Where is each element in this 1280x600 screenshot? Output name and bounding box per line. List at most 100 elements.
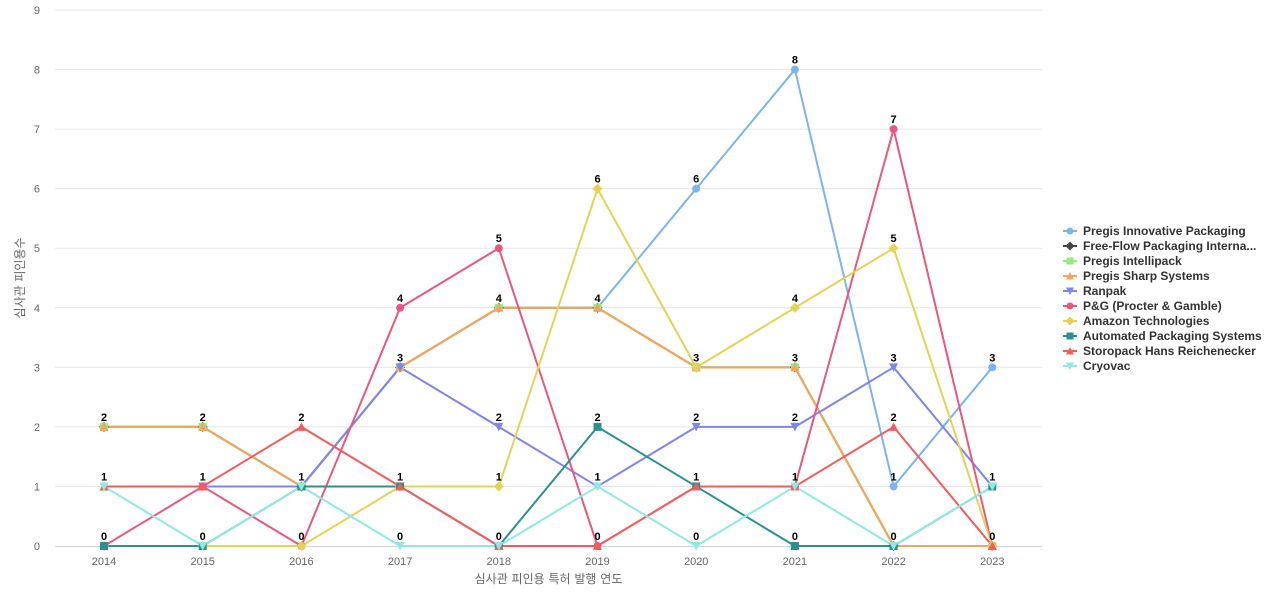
legend-item[interactable]: Pregis Intellipack — [1063, 254, 1182, 268]
data-label: 1 — [496, 471, 502, 483]
data-label: 2 — [101, 412, 107, 424]
series-markers — [99, 65, 998, 551]
data-label: 2 — [298, 412, 304, 424]
x-tick-label: 2015 — [190, 556, 214, 568]
legend-label: Free-Flow Packaging Interna... — [1083, 239, 1256, 253]
data-point — [691, 422, 701, 432]
data-point — [987, 541, 997, 550]
y-tick-label: 4 — [34, 303, 40, 315]
x-tick-label: 2018 — [487, 556, 511, 568]
legend-marker — [1066, 332, 1074, 340]
data-point — [296, 422, 306, 431]
data-point — [790, 482, 800, 491]
legend-marker — [1066, 362, 1074, 370]
legend-marker — [1066, 302, 1074, 310]
legend-marker — [1066, 347, 1074, 355]
legend-marker — [1066, 227, 1074, 235]
data-point — [396, 303, 405, 312]
data-label: 8 — [792, 55, 798, 67]
x-axis-title: 심사관 피인용 특허 발행 연도 — [475, 571, 623, 586]
data-label: 0 — [496, 531, 502, 543]
legend-label: Automated Packaging Systems — [1083, 329, 1262, 343]
data-label: 7 — [891, 114, 897, 126]
data-point — [790, 65, 799, 74]
x-tick-label: 2017 — [388, 556, 412, 568]
data-point — [888, 243, 899, 254]
data-label: 0 — [101, 531, 107, 543]
x-axis-ticks: 2014 2015 2016 2017 2018 2019 2020 2021 2022 2023 — [92, 556, 1005, 568]
data-point — [593, 303, 602, 312]
y-tick-label: 5 — [34, 243, 40, 255]
data-point — [198, 422, 208, 431]
x-tick-label: 2016 — [289, 556, 313, 568]
legend-label: Cryovac — [1083, 359, 1131, 373]
data-label: 2 — [693, 412, 699, 424]
x-tick-label: 2022 — [881, 556, 905, 568]
x-tick-label: 2014 — [92, 556, 116, 568]
data-label: 1 — [298, 471, 304, 483]
data-label: 2 — [496, 412, 502, 424]
legend-item[interactable]: P&G (Procter & Gamble) — [1063, 299, 1222, 313]
data-point — [100, 542, 108, 550]
y-tick-label: 3 — [34, 362, 40, 374]
data-label: 3 — [397, 352, 403, 364]
x-tick-label: 2019 — [585, 556, 609, 568]
data-label: 6 — [693, 174, 699, 186]
legend-label: Pregis Sharp Systems — [1083, 269, 1210, 283]
data-point — [691, 362, 702, 373]
data-label: 0 — [298, 531, 304, 543]
legend-item[interactable]: Pregis Innovative Packaging — [1063, 224, 1246, 238]
data-point — [889, 542, 899, 551]
legend-label: Pregis Intellipack — [1083, 254, 1182, 268]
data-point — [493, 481, 504, 492]
legend-label: P&G (Procter & Gamble) — [1083, 299, 1222, 313]
series-line — [103, 68, 994, 488]
data-label: 6 — [594, 174, 600, 186]
data-point — [99, 422, 109, 431]
data-label: 4 — [397, 293, 404, 305]
data-point — [790, 542, 799, 550]
legend-item[interactable]: Automated Packaging Systems — [1063, 329, 1262, 343]
legend-item[interactable]: Storopack Hans Reichenecker — [1063, 344, 1256, 358]
legend-item[interactable]: Amazon Technologies — [1063, 314, 1210, 328]
data-point — [889, 363, 899, 372]
data-label: 0 — [397, 531, 403, 543]
data-point — [494, 422, 504, 432]
data-label: 4 — [792, 293, 799, 305]
data-label: 0 — [594, 531, 600, 543]
data-point — [593, 541, 602, 550]
data-label: 4 — [496, 293, 503, 305]
x-tick-label: 2023 — [980, 556, 1004, 568]
data-label: 1 — [989, 471, 995, 483]
data-point — [790, 362, 800, 372]
series-line — [103, 187, 994, 547]
data-label: 1 — [397, 471, 403, 483]
y-axis-title: 심사관 피인용수 — [13, 237, 27, 318]
y-tick-label: 0 — [34, 541, 40, 553]
legend-marker — [1065, 241, 1075, 251]
data-point — [395, 542, 405, 551]
data-label: 5 — [891, 233, 897, 245]
data-point — [692, 184, 701, 193]
data-point — [494, 303, 504, 312]
data-label: 3 — [792, 352, 798, 364]
data-label: 1 — [594, 471, 600, 483]
data-label: 3 — [693, 352, 699, 364]
legend-marker — [1066, 287, 1074, 295]
legend-label: Ranpak — [1083, 284, 1127, 298]
legend-item[interactable]: Pregis Sharp Systems — [1063, 269, 1210, 283]
data-label: 5 — [496, 233, 502, 245]
legend-item[interactable]: Ranpak — [1063, 284, 1127, 298]
legend-item[interactable]: Cryovac — [1063, 359, 1131, 373]
legend-item[interactable]: Free-Flow Packaging Interna... — [1063, 239, 1256, 253]
data-label: 2 — [594, 412, 600, 424]
y-tick-label: 7 — [34, 124, 40, 136]
data-label: 0 — [891, 531, 897, 543]
data-label: 0 — [693, 531, 699, 543]
legend-label: Amazon Technologies — [1083, 314, 1210, 328]
legend-label: Storopack Hans Reichenecker — [1083, 344, 1256, 358]
y-tick-label: 1 — [34, 481, 40, 493]
data-point — [494, 542, 504, 551]
legend-marker — [1066, 272, 1074, 280]
